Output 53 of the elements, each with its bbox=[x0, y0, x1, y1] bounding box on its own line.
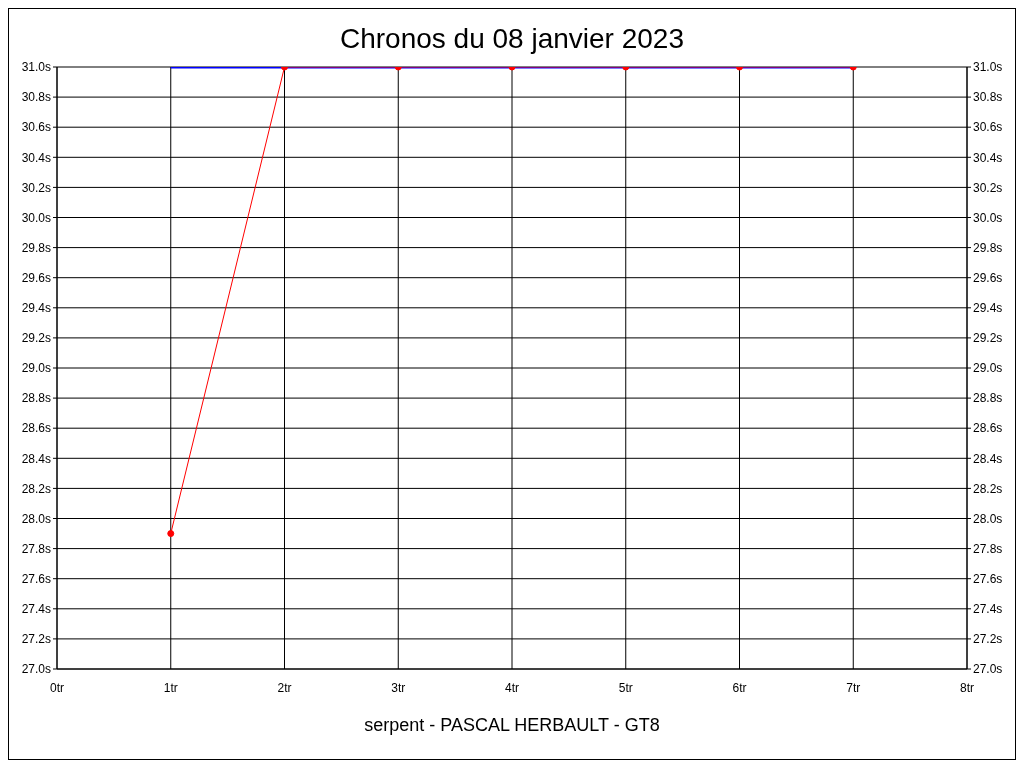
x-tick-label: 8tr bbox=[959, 680, 975, 695]
y2-tick-label: 29.6s bbox=[973, 270, 1003, 285]
y-tick-label: 29.2s bbox=[21, 331, 51, 346]
y-tick-label: 30.0s bbox=[21, 210, 51, 225]
x-tick-label: 7tr bbox=[846, 680, 861, 695]
y2-tick-label: 27.2s bbox=[973, 632, 1003, 647]
y-tick-label: 27.0s bbox=[21, 662, 51, 677]
y2-tick-label: 28.8s bbox=[973, 391, 1003, 406]
y2-tick-label: 28.2s bbox=[973, 481, 1003, 496]
y-tick-label: 27.4s bbox=[21, 602, 51, 617]
x-tick-label: 2tr bbox=[277, 680, 292, 695]
x-tick-label: 3tr bbox=[391, 680, 406, 695]
y2-tick-label: 31.0s bbox=[973, 60, 1003, 75]
y-tick-label: 28.6s bbox=[21, 421, 51, 436]
y-tick-label: 29.8s bbox=[21, 240, 51, 255]
chart-title: Chronos du 08 janvier 2023 bbox=[339, 22, 685, 56]
y-tick-label: 29.6s bbox=[21, 270, 51, 285]
y-tick-label: 30.2s bbox=[21, 180, 51, 195]
y2-tick-label: 29.4s bbox=[973, 301, 1003, 316]
y2-tick-label: 28.0s bbox=[973, 511, 1003, 526]
y2-tick-label: 30.0s bbox=[973, 210, 1003, 225]
text: serpent - PASCAL HERBAULT - GT8 bbox=[363, 715, 661, 736]
y2-tick-label: 30.2s bbox=[973, 180, 1003, 195]
y2-tick-label: 27.0s bbox=[973, 662, 1003, 677]
y2-tick-label: 29.8s bbox=[973, 240, 1003, 255]
y-tick-label: 30.8s bbox=[21, 90, 51, 105]
y2-tick-label: 27.4s bbox=[973, 602, 1003, 617]
y-tick-label: 27.8s bbox=[21, 541, 51, 556]
y2-tick-label: 30.4s bbox=[973, 150, 1003, 165]
y-tick-label: 28.0s bbox=[21, 511, 51, 526]
y-tick-label: 30.4s bbox=[21, 150, 51, 165]
x-tick-label: 5tr bbox=[618, 680, 633, 695]
y2-tick-label: 28.4s bbox=[973, 451, 1003, 466]
y-tick-label: 28.8s bbox=[21, 391, 51, 406]
y2-tick-label: 28.6s bbox=[973, 421, 1003, 436]
y2-tick-label: 29.2s bbox=[973, 331, 1003, 346]
y-tick-label: 29.0s bbox=[21, 361, 51, 376]
x-tick-label: 6tr bbox=[732, 680, 747, 695]
y2-tick-label: 27.8s bbox=[973, 541, 1003, 556]
y-tick-label: 28.4s bbox=[21, 451, 51, 466]
y2-tick-label: 29.0s bbox=[973, 361, 1003, 376]
y-tick-label: 30.6s bbox=[21, 120, 51, 135]
x-tick-label: 1tr bbox=[163, 680, 178, 695]
y-tick-label: 29.4s bbox=[21, 301, 51, 316]
x-tick-label: 4tr bbox=[504, 680, 520, 695]
y2-tick-label: 30.6s bbox=[973, 120, 1003, 135]
y2-tick-label: 30.8s bbox=[973, 90, 1003, 105]
y2-tick-label: 27.6s bbox=[973, 571, 1003, 586]
y-tick-label: 31.0s bbox=[21, 60, 51, 75]
y-tick-label: 27.6s bbox=[21, 571, 51, 586]
y-tick-label: 28.2s bbox=[21, 481, 51, 496]
y-tick-label: 27.2s bbox=[21, 632, 51, 647]
x-tick-label: 0tr bbox=[49, 680, 65, 695]
